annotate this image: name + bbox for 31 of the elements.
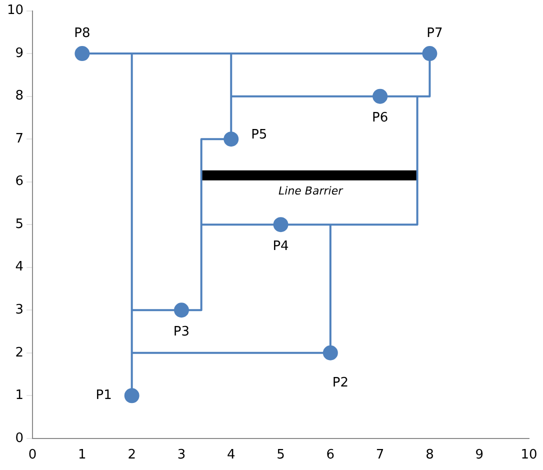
x-tick-label: 5 xyxy=(276,448,285,463)
x-tick-label: 9 xyxy=(475,448,484,463)
x-tick-label: 2 xyxy=(128,448,136,463)
data-label: P8 xyxy=(74,26,90,41)
y-tick-label: 0 xyxy=(15,430,24,446)
y-tick-label: 1 xyxy=(15,388,24,404)
data-label: P5 xyxy=(251,127,268,142)
x-tick-label: 3 xyxy=(177,448,186,463)
x-tick-label: 7 xyxy=(376,448,384,463)
x-tick-label: 10 xyxy=(520,448,538,463)
x-tick-label: 0 xyxy=(28,448,37,463)
x-tick-label: 6 xyxy=(326,448,335,463)
y-tick-label: 6 xyxy=(15,174,24,190)
y-tick-label: 10 xyxy=(6,3,24,18)
data-label: P6 xyxy=(372,110,388,126)
x-tick-label: 8 xyxy=(426,448,434,463)
y-tick-label: 5 xyxy=(15,216,24,232)
y-tick-label: 4 xyxy=(15,260,24,275)
data-label: P7 xyxy=(426,26,443,41)
y-tick-label: 9 xyxy=(15,46,24,61)
data-label: P4 xyxy=(272,238,289,254)
data-label: P1 xyxy=(96,388,112,404)
y-tick-label: 8 xyxy=(15,88,24,104)
y-tick-label: 2 xyxy=(15,345,24,360)
annotation: Line Barrier xyxy=(278,184,344,198)
data-label: P3 xyxy=(173,324,190,340)
data-label: P2 xyxy=(332,375,348,390)
x-tick-label: 1 xyxy=(78,448,86,463)
x-tick-label: 4 xyxy=(226,448,236,463)
y-tick-label: 3 xyxy=(15,302,24,318)
y-tick-label: 7 xyxy=(15,131,24,146)
